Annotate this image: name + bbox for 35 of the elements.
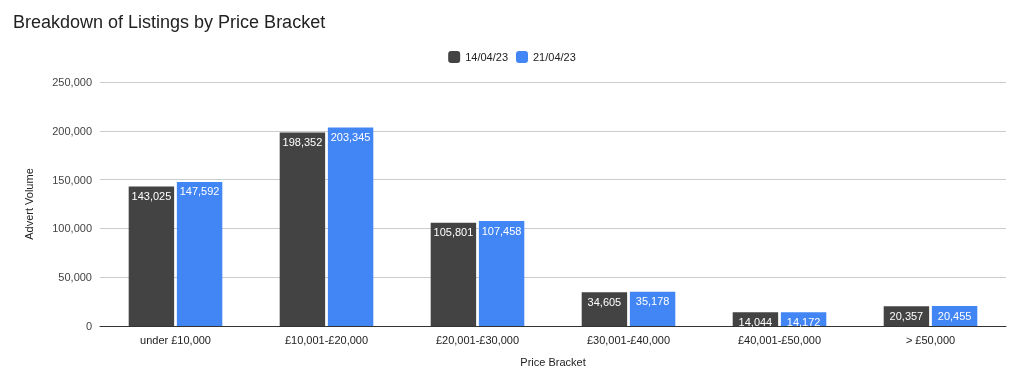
bar [430,222,477,326]
y-tick-label: 150,000 [52,173,92,186]
y-tick-label: 200,000 [52,124,92,137]
data-label: 20,455 [937,309,972,322]
data-label: 105,801 [433,226,474,239]
y-axis-title: Advert Volume [22,168,35,240]
data-label: 14,172 [786,315,821,328]
y-tick-label: 100,000 [52,222,92,235]
x-tick-label: £10,001-£20,000 [284,333,369,346]
x-tick-label: > £50,000 [905,333,956,346]
legend-label: 14/04/23 [465,51,509,63]
x-tick-label: £40,001-£50,000 [737,333,822,346]
data-label: 20,357 [889,309,924,322]
x-axis-title: Price Bracket [520,355,586,368]
data-label: 107,458 [481,224,522,237]
y-tick-label: 0 [85,320,92,332]
data-label: 198,352 [282,135,323,148]
x-tick-label: under £10,000 [140,333,211,346]
y-tick-label: 50,000 [58,271,92,284]
bar [128,186,175,326]
chart-title: Breakdown of Listings by Price Bracket [13,12,326,32]
data-label: 143,025 [131,189,172,202]
data-label: 14,044 [738,315,773,328]
x-tick-label: £20,001-£30,000 [435,333,520,346]
bar [327,127,374,326]
data-label: 34,605 [587,295,622,308]
bar [478,221,525,326]
data-label: 203,345 [330,131,371,144]
legend-label: 21/04/23 [533,51,576,63]
y-tick-label: 250,000 [52,76,92,88]
bar [176,181,223,326]
bar [279,132,326,326]
data-label: 35,178 [635,295,670,308]
x-tick-label: £30,001-£40,000 [586,333,671,346]
data-label: 147,592 [179,185,220,198]
